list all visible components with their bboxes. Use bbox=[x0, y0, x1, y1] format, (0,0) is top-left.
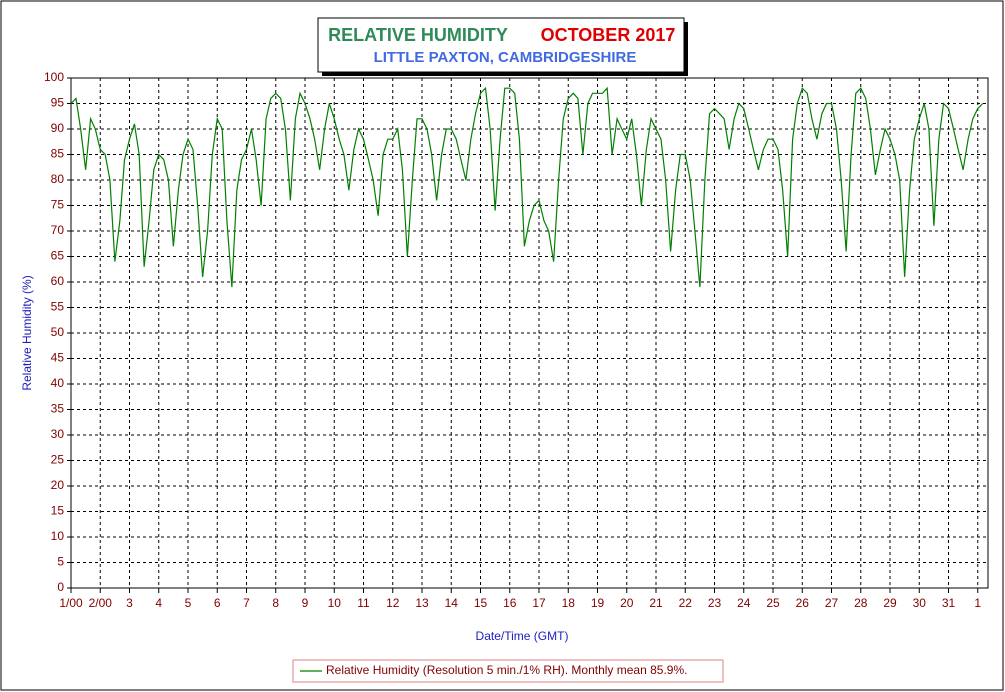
y-tick-label: 80 bbox=[51, 172, 65, 186]
x-tick-label: 6 bbox=[214, 596, 221, 610]
x-tick-label: 1/00 bbox=[59, 596, 83, 610]
plot-border bbox=[70, 77, 989, 589]
x-tick-label: 13 bbox=[415, 596, 429, 610]
y-tick-label: 100 bbox=[44, 70, 64, 84]
x-tick-label: 27 bbox=[825, 596, 839, 610]
x-tick-label: 28 bbox=[854, 596, 868, 610]
legend-box bbox=[292, 659, 724, 683]
x-tick-label: 11 bbox=[357, 596, 370, 610]
y-tick-label: 70 bbox=[51, 223, 65, 237]
x-tick-label: 31 bbox=[942, 596, 956, 610]
x-tick-label: 3 bbox=[126, 596, 133, 610]
y-tick-label: 65 bbox=[51, 249, 65, 263]
x-tick-label: 21 bbox=[649, 596, 663, 610]
x-tick-label: 17 bbox=[532, 596, 546, 610]
y-tick-label: 60 bbox=[51, 274, 65, 288]
x-tick-label: 18 bbox=[562, 596, 576, 610]
y-tick-label: 50 bbox=[51, 325, 65, 339]
chart-title: RELATIVE HUMIDITY bbox=[328, 25, 508, 45]
y-tick-label: 30 bbox=[51, 427, 65, 441]
x-tick-label: 9 bbox=[302, 596, 309, 610]
legend-label: Relative Humidity (Resolution 5 min./1% … bbox=[326, 663, 687, 677]
chart-period: OCTOBER 2017 bbox=[541, 25, 676, 45]
y-tick-label: 0 bbox=[57, 580, 64, 594]
x-tick-label: 19 bbox=[591, 596, 605, 610]
x-tick-label: 12 bbox=[386, 596, 400, 610]
y-tick-label: 75 bbox=[51, 198, 65, 212]
x-tick-label: 25 bbox=[766, 596, 780, 610]
y-tick-label: 85 bbox=[51, 147, 65, 161]
x-tick-label: 15 bbox=[474, 596, 488, 610]
x-tick-label: 16 bbox=[503, 596, 517, 610]
x-tick-label: 4 bbox=[155, 596, 162, 610]
x-tick-label: 10 bbox=[328, 596, 342, 610]
y-axis-label: Relative Humidity (%) bbox=[20, 275, 34, 390]
x-tick-label: 26 bbox=[796, 596, 810, 610]
y-tick-label: 10 bbox=[51, 529, 65, 543]
x-tick-label: 5 bbox=[185, 596, 192, 610]
y-tick-label: 15 bbox=[51, 504, 65, 518]
y-tick-label: 25 bbox=[51, 453, 65, 467]
data-line bbox=[70, 86, 984, 288]
chart-subtitle: LITTLE PAXTON, CAMBRIDGESHIRE bbox=[374, 49, 637, 66]
x-tick-label: 29 bbox=[883, 596, 897, 610]
y-tick-label: 20 bbox=[51, 478, 65, 492]
x-tick-label: 7 bbox=[243, 596, 250, 610]
y-tick-label: 40 bbox=[51, 376, 65, 390]
x-tick-label: 1 bbox=[974, 596, 981, 610]
y-tick-label: 90 bbox=[51, 121, 65, 135]
x-axis-label: Date/Time (GMT) bbox=[476, 629, 569, 643]
y-tick-label: 55 bbox=[51, 300, 65, 314]
title-box bbox=[317, 17, 685, 73]
x-tick-label: 2/00 bbox=[89, 596, 113, 610]
x-tick-label: 14 bbox=[445, 596, 459, 610]
x-tick-label: 8 bbox=[272, 596, 279, 610]
x-tick-label: 23 bbox=[708, 596, 722, 610]
y-tick-label: 35 bbox=[51, 402, 65, 416]
x-tick-label: 30 bbox=[913, 596, 927, 610]
y-tick-label: 45 bbox=[51, 351, 65, 365]
x-tick-label: 20 bbox=[620, 596, 634, 610]
x-tick-label: 22 bbox=[679, 596, 693, 610]
y-tick-label: 5 bbox=[57, 555, 64, 569]
x-tick-label: 24 bbox=[737, 596, 751, 610]
y-tick-label: 95 bbox=[51, 96, 65, 110]
